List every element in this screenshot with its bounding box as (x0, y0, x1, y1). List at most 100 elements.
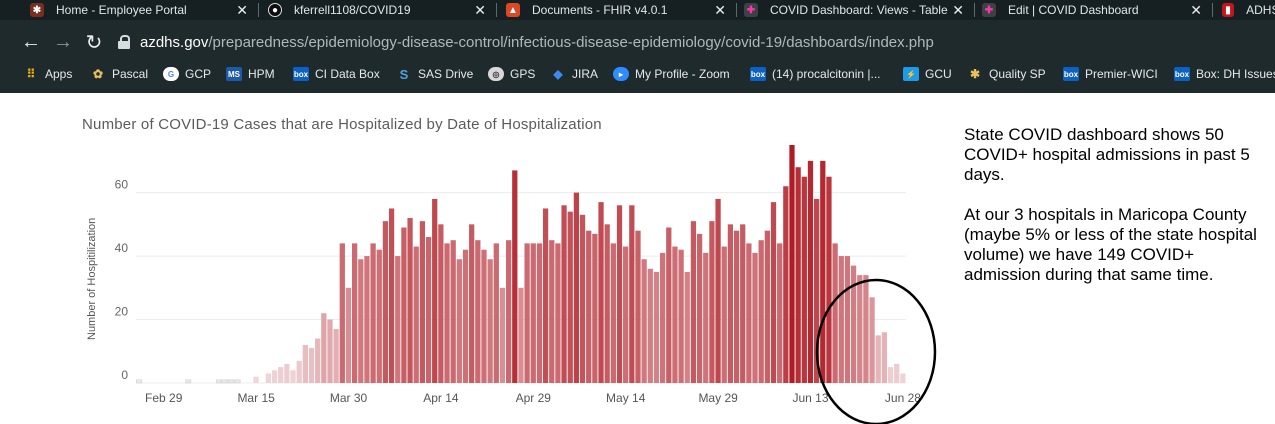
bar (838, 256, 844, 383)
bar (382, 221, 389, 383)
tab-employee-portal[interactable]: ✱ Home - Employee Portal ✕ (30, 0, 248, 20)
bar (542, 208, 549, 383)
tab-edit-covid-dashboard[interactable]: ✚ Edit | COVID Dashboard ✕ (982, 0, 1202, 20)
bar (777, 243, 783, 383)
bar (216, 379, 222, 384)
url-text: azdhs.gov/preparedness/epidemiology-dise… (140, 34, 934, 51)
bar (647, 268, 653, 383)
bar (185, 379, 192, 384)
bookmark-label: GCP (185, 67, 212, 81)
bookmark-zoom-profile[interactable]: ▸ My Profile - Zoom (613, 65, 730, 83)
reload-button[interactable]: ↻ (82, 30, 106, 54)
bar (727, 224, 734, 383)
tab-label: ADHS (1246, 3, 1275, 17)
close-icon[interactable]: ✕ (714, 2, 726, 18)
bookmark-apps[interactable]: ⠿ Apps (23, 65, 73, 83)
bar (795, 167, 801, 383)
y-axis-ticks: 0 20 40 60 (115, 178, 129, 382)
bar (801, 176, 807, 383)
bookmark-gcu[interactable]: ⚡ GCU (903, 65, 952, 83)
address-bar[interactable]: azdhs.gov/preparedness/epidemiology-dise… (112, 28, 1262, 56)
tab-adhs[interactable]: ▮ ADHS (1222, 0, 1275, 20)
bookmark-gcp[interactable]: G GCP (163, 65, 211, 83)
tab-label: COVID Dashboard: Views - Table (770, 3, 948, 17)
bookmark-label: SAS Drive (418, 67, 474, 81)
bar (302, 344, 308, 383)
tab-label: Edit | COVID Dashboard (1008, 3, 1139, 17)
bookmark-quality-sp[interactable]: ✱ Quality SP (967, 65, 1046, 83)
x-axis-ticks: Feb 29 Mar 15 Mar 30 Apr 14 Apr 29 May 14 May … (145, 391, 921, 405)
box-icon: box (750, 67, 766, 81)
bar (610, 243, 616, 383)
bar (900, 373, 906, 383)
bar (746, 243, 752, 383)
close-icon[interactable]: ✕ (952, 2, 964, 18)
bar (308, 348, 315, 383)
bar (339, 243, 345, 383)
bookmark-procalcitonin[interactable]: box (14) procalcitonin |... (750, 65, 881, 83)
bar (499, 287, 506, 383)
close-icon[interactable]: ✕ (236, 2, 248, 18)
reload-icon: ↻ (85, 31, 103, 54)
bar (844, 256, 851, 383)
x-tick-label: Jun 28 (885, 391, 921, 405)
bookmark-jira[interactable]: ◆ JIRA (550, 65, 598, 83)
close-icon[interactable]: ✕ (1190, 2, 1202, 18)
bar (555, 243, 561, 383)
forward-button[interactable]: → (51, 30, 75, 54)
bar (290, 370, 296, 383)
bar (623, 246, 629, 383)
bar (887, 367, 894, 383)
bar (592, 233, 598, 383)
bar (536, 243, 543, 383)
bar (222, 379, 229, 384)
bar (370, 243, 376, 383)
pascal-icon: ✿ (92, 67, 104, 81)
tab-fhir-documents[interactable]: ▲ Documents - FHIR v4.0.1 ✕ (506, 0, 726, 20)
tab-strip: ✱ Home - Employee Portal ✕ ● kferrell110… (0, 0, 1275, 20)
bookmark-gps[interactable]: ◎ GPS (488, 65, 535, 83)
bar (407, 217, 413, 383)
bar (136, 379, 142, 384)
tab-label: kferrell1108/COVID19 (294, 3, 411, 17)
close-icon[interactable]: ✕ (474, 2, 486, 18)
tab-covid-dashboard-views[interactable]: ✚ COVID Dashboard: Views - Table ✕ (744, 0, 964, 20)
bar (469, 224, 475, 383)
bar (696, 233, 703, 383)
bar (740, 224, 746, 383)
bookmark-hpm[interactable]: MS HPM (226, 65, 275, 83)
sas-icon: S (399, 66, 409, 82)
globe-icon: ◎ (488, 67, 504, 81)
bookmark-ci-data-box[interactable]: box CI Data Box (293, 65, 380, 83)
bar (352, 243, 358, 383)
note-paragraph-2: At our 3 hospitals in Maricopa County (m… (964, 205, 1257, 284)
gear-icon: ✱ (969, 67, 981, 81)
bookmark-sas-drive[interactable]: S SAS Drive (396, 65, 474, 83)
bar (450, 240, 456, 383)
tab-github-covid19[interactable]: ● kferrell1108/COVID19 ✕ (268, 0, 486, 20)
bar (561, 205, 567, 383)
bar (715, 198, 721, 383)
bookmark-label: CI Data Box (315, 67, 380, 81)
bar (234, 379, 241, 384)
bar (579, 214, 586, 383)
bar (438, 224, 444, 383)
tab-divider (496, 3, 497, 17)
bar (518, 287, 524, 383)
bar (586, 230, 592, 383)
bar (278, 367, 284, 383)
bookmark-pascal[interactable]: ✿ Pascal (90, 65, 148, 83)
bar (875, 335, 881, 383)
bar (869, 297, 875, 383)
bar (881, 332, 888, 383)
bar (345, 287, 352, 383)
tab-divider (736, 3, 737, 17)
bar (358, 259, 364, 383)
bar-series (136, 145, 906, 384)
bar (758, 240, 764, 383)
back-button[interactable]: ← (19, 30, 43, 54)
bar (666, 227, 672, 383)
box-icon: box (293, 67, 309, 81)
bookmark-premier-wici[interactable]: box Premier-WICI (1063, 65, 1158, 83)
bookmark-box-dh-issues[interactable]: box Box: DH Issues (1174, 65, 1275, 83)
